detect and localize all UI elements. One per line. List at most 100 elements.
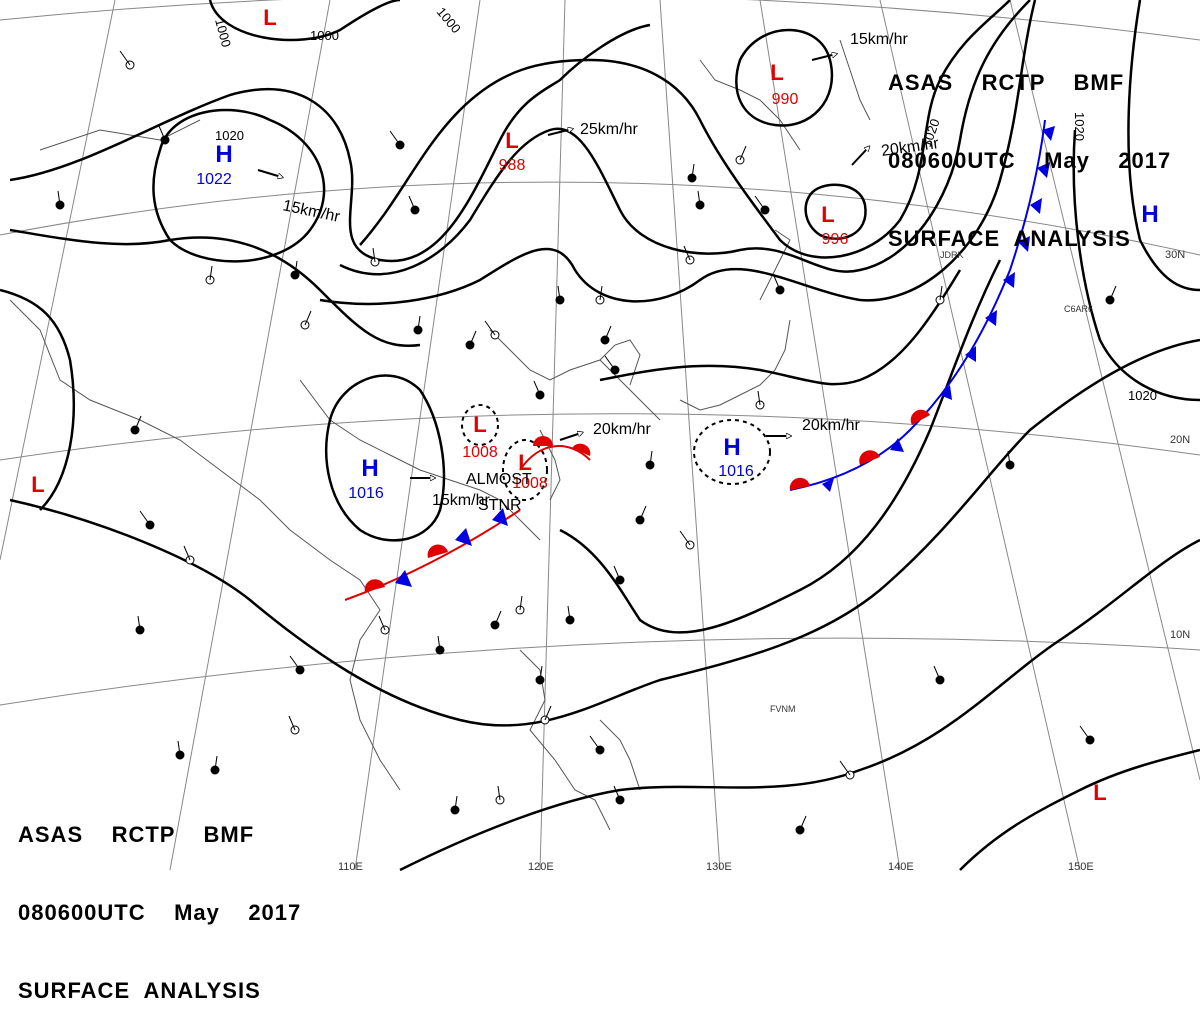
wind-barb (454, 795, 458, 811)
wind-barb (408, 195, 416, 211)
wind-barb (389, 130, 401, 146)
low-center-north-letter: L (263, 5, 276, 30)
wind-barb (158, 125, 166, 141)
wind-barb (649, 450, 653, 466)
wind-barb (613, 565, 621, 581)
station-id: C6AR6 (1064, 304, 1093, 314)
wind-barb (214, 755, 218, 771)
wind-barb (757, 390, 761, 406)
motion-label: 20km/hr (802, 417, 860, 434)
high-center-1022-letter: H (215, 141, 232, 168)
wind-barb (533, 380, 541, 396)
low-center-990-letter: L (770, 60, 783, 85)
wind-barb (697, 190, 701, 206)
high-center-1016b-value: 1016 (718, 463, 754, 480)
graticule-longitude (0, 0, 1200, 871)
wind-barb (799, 815, 807, 831)
front-east (789, 119, 1055, 492)
station-plots (55, 50, 1117, 835)
motion-labels: 15km/hr 25km/hr 20km/hr 15km/hr 20km/hr … (281, 31, 940, 509)
wind-barb (544, 705, 552, 721)
lat-label-30n: 30N (1165, 249, 1185, 261)
dashed-closed-isobars (461, 404, 771, 501)
footer-line-3: SURFACE ANALYSIS (18, 978, 261, 1003)
wind-barb (567, 605, 571, 621)
wind-barb (557, 285, 561, 301)
wind-barb (933, 665, 941, 681)
weather-map: L 988 L 990 L 996 L 1008 L 1008 H 1022 H… (0, 0, 1200, 873)
motion-arrows (257, 55, 866, 478)
wind-barb (119, 50, 131, 66)
wind-barb (613, 785, 621, 801)
station-id: FVNM (770, 704, 796, 714)
low-center-988-letter: L (505, 128, 518, 153)
wind-barb (679, 530, 691, 546)
front-central (519, 436, 591, 471)
wind-barb (288, 715, 296, 731)
wind-barb (177, 740, 181, 756)
footer-line-1: ASAS RCTP BMF (18, 822, 255, 847)
wind-barb (57, 190, 61, 206)
lon-label-140e: 140E (888, 861, 914, 873)
isobar-label: 1000 (310, 28, 339, 43)
stnr-label: STNR (478, 497, 522, 514)
footer-line-2: 080600UTC May 2017 (18, 900, 302, 925)
low-center-990-value: 990 (772, 91, 799, 108)
wind-barb (139, 510, 151, 526)
lon-label-130e: 130E (706, 861, 732, 873)
almost-label: ALMOST (466, 471, 532, 488)
wind-barb (939, 285, 943, 301)
wind-barb (539, 665, 543, 681)
lat-label-10n: 10N (1170, 629, 1190, 641)
wind-barb (683, 245, 691, 261)
lon-label-150e: 150E (1068, 861, 1094, 873)
wind-barb (372, 247, 376, 263)
wind-barb (484, 320, 496, 336)
wind-barb (754, 195, 766, 211)
motion-label: 25km/hr (580, 121, 638, 138)
low-center-1008a-letter: L (473, 412, 486, 437)
isobar-label: 1020 (215, 128, 244, 143)
wind-barb (294, 260, 298, 276)
wind-barb (183, 545, 191, 561)
high-center-east-letter: H (1141, 201, 1158, 228)
header-line-1: ASAS RCTP BMF (888, 70, 1125, 95)
high-center-1022-value: 1022 (196, 171, 232, 188)
motion-label: 20km/hr (593, 421, 651, 438)
isobar-label: 1020 (1072, 112, 1087, 141)
low-center-1008b-letter: L (518, 450, 531, 475)
low-center-west-letter: L (31, 472, 44, 497)
coastlines (9, 39, 871, 831)
wind-barb (209, 265, 213, 281)
high-center-1016a-letter: H (361, 455, 378, 482)
wind-barb (1007, 450, 1011, 466)
high-center-1016a-value: 1016 (348, 485, 384, 502)
header-line-3: SURFACE ANALYSIS (888, 226, 1131, 251)
wind-barb (497, 785, 501, 801)
pressure-centers: L 988 L 990 L 996 L 1008 L 1008 H 1022 H… (31, 5, 1158, 805)
motion-label: 15km/hr (432, 492, 490, 509)
grid-labels: 30N 20N 10N 110E 120E 130E 140E 150E (338, 249, 1190, 873)
wind-barb (773, 275, 781, 291)
graticule-latitude (0, 0, 1200, 706)
wind-barb (494, 610, 502, 626)
isobar-label: 1000 (434, 4, 464, 36)
wind-barb (599, 285, 603, 301)
motion-label: 15km/hr (281, 197, 342, 226)
station-ids: FVNM JDRK C6AR6 (770, 250, 1093, 714)
high-center-1016b-letter: H (723, 434, 740, 461)
wind-barb (839, 760, 851, 776)
wind-barb (691, 163, 695, 179)
wind-barb (1079, 725, 1091, 741)
station-id: JDRK (940, 250, 964, 260)
wind-barb (1109, 285, 1117, 301)
wind-barb (137, 615, 141, 631)
isobar-label: 1020 (1128, 388, 1157, 403)
footer-title: ASAS RCTP BMF 080600UTC May 2017 SURFACE… (18, 770, 301, 1030)
wind-barb (378, 615, 386, 631)
wind-barb (289, 655, 301, 671)
wind-barb (739, 145, 747, 161)
wind-barb (639, 505, 647, 521)
station-overlay-labels: ALMOST STNR (466, 471, 532, 514)
header-line-2: 080600UTC May 2017 (888, 148, 1172, 173)
